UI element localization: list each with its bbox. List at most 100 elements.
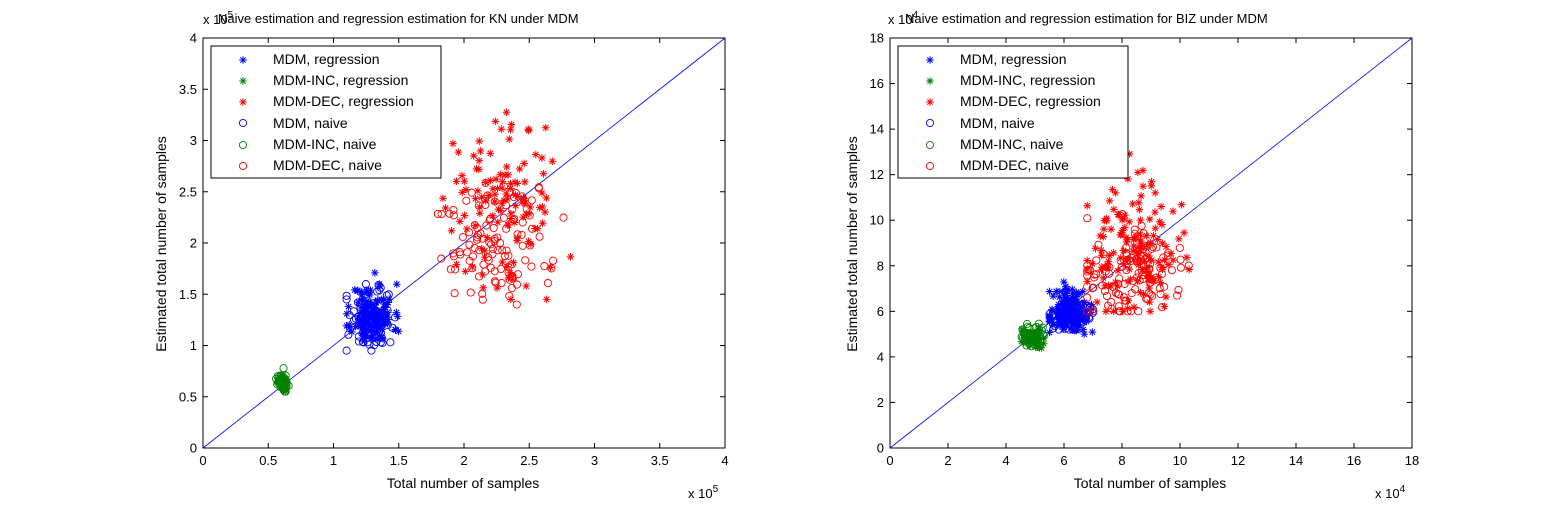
data-point <box>1151 208 1159 216</box>
data-point <box>375 327 384 336</box>
data-point <box>1139 274 1148 284</box>
data-point <box>365 289 374 297</box>
data-point <box>1062 322 1071 331</box>
data-point <box>468 264 477 273</box>
reference-line <box>202 37 726 449</box>
data-point <box>490 267 499 276</box>
x-multiplier-exponent: 4 <box>1400 484 1406 495</box>
data-point <box>388 323 397 332</box>
data-point <box>525 209 533 218</box>
data-point <box>527 196 536 205</box>
data-point <box>281 375 290 384</box>
data-point <box>1085 307 1094 316</box>
data-point <box>546 263 555 272</box>
data-point <box>1037 334 1046 344</box>
data-point <box>477 244 486 253</box>
data-point <box>498 199 506 208</box>
data-point <box>1071 325 1080 334</box>
data-point <box>1083 277 1091 286</box>
data-point <box>374 280 383 290</box>
data-point <box>1094 240 1103 249</box>
data-point <box>1083 261 1092 270</box>
data-point <box>1102 263 1111 272</box>
legend-marker <box>239 77 247 85</box>
data-point <box>538 203 547 211</box>
data-point <box>1120 279 1129 288</box>
data-point <box>1092 256 1101 265</box>
data-point <box>1125 265 1134 273</box>
legend-box <box>897 45 1129 179</box>
data-point <box>369 312 378 320</box>
legend-marker-circle <box>925 140 935 150</box>
data-point <box>496 170 505 179</box>
legend-marker <box>926 56 934 64</box>
data-point <box>1136 216 1145 224</box>
data-point <box>507 120 516 129</box>
data-point <box>538 219 547 228</box>
data-point <box>1115 274 1124 283</box>
data-point <box>461 267 470 276</box>
data-point <box>512 280 522 289</box>
data-point <box>1114 210 1122 219</box>
x-tick-label: 12 <box>1231 453 1245 468</box>
data-point <box>1067 306 1076 315</box>
legend-label: MDM-INC, regression <box>960 72 1095 88</box>
data-point <box>483 233 492 242</box>
data-point <box>451 265 460 274</box>
data-point <box>493 246 502 255</box>
chart-biz: Naive estimation and regression estimati… <box>844 10 1419 501</box>
data-point <box>450 289 459 298</box>
data-point <box>1101 267 1110 276</box>
data-point <box>543 279 552 288</box>
data-point <box>456 217 464 226</box>
data-point <box>1038 323 1047 332</box>
x-tick-label: 4 <box>1002 453 1009 468</box>
data-point <box>1070 326 1079 335</box>
x-tick-label: 1 <box>330 453 337 468</box>
data-point <box>359 329 367 337</box>
data-point <box>1111 189 1120 197</box>
data-point <box>1130 303 1138 311</box>
data-point <box>367 346 376 355</box>
data-point <box>354 312 363 321</box>
data-point <box>364 287 373 297</box>
data-point <box>449 211 458 220</box>
data-point <box>1056 308 1065 317</box>
data-point <box>465 228 474 237</box>
legend-marker-star <box>239 56 247 64</box>
data-point <box>1152 243 1161 252</box>
data-point <box>493 218 502 226</box>
x-tick-label: 14 <box>1289 453 1303 468</box>
data-point <box>1160 302 1169 311</box>
data-point <box>1176 263 1185 272</box>
y-tick-label: 18 <box>870 31 884 46</box>
data-point <box>500 196 508 205</box>
x-multiplier-base: x 10 <box>1375 486 1400 501</box>
legend-marker-circle <box>925 118 935 128</box>
data-point <box>1158 265 1167 274</box>
y-tick-label: 0.5 <box>179 389 197 404</box>
data-point <box>1093 298 1101 306</box>
data-point <box>1175 235 1183 243</box>
data-point <box>1089 307 1098 316</box>
data-point <box>1099 274 1108 282</box>
data-point <box>377 295 386 304</box>
data-point <box>1059 325 1067 334</box>
data-point <box>1096 232 1105 240</box>
data-point <box>1122 248 1131 257</box>
data-point <box>382 300 391 309</box>
data-point <box>508 272 516 280</box>
data-point <box>1138 248 1147 257</box>
legend-entry-mdm-regression: MDM, regression <box>239 51 380 67</box>
data-point <box>502 246 511 255</box>
data-point <box>1155 284 1164 293</box>
y-multiplier: x 104 <box>888 10 919 27</box>
data-point <box>1116 230 1125 239</box>
data-point <box>1122 238 1131 246</box>
data-point <box>491 117 500 126</box>
data-point <box>1100 225 1108 233</box>
x-tick-label: 0.5 <box>259 453 277 468</box>
data-point <box>475 137 484 145</box>
data-point <box>490 237 499 246</box>
y-tick-label: 8 <box>877 258 884 273</box>
